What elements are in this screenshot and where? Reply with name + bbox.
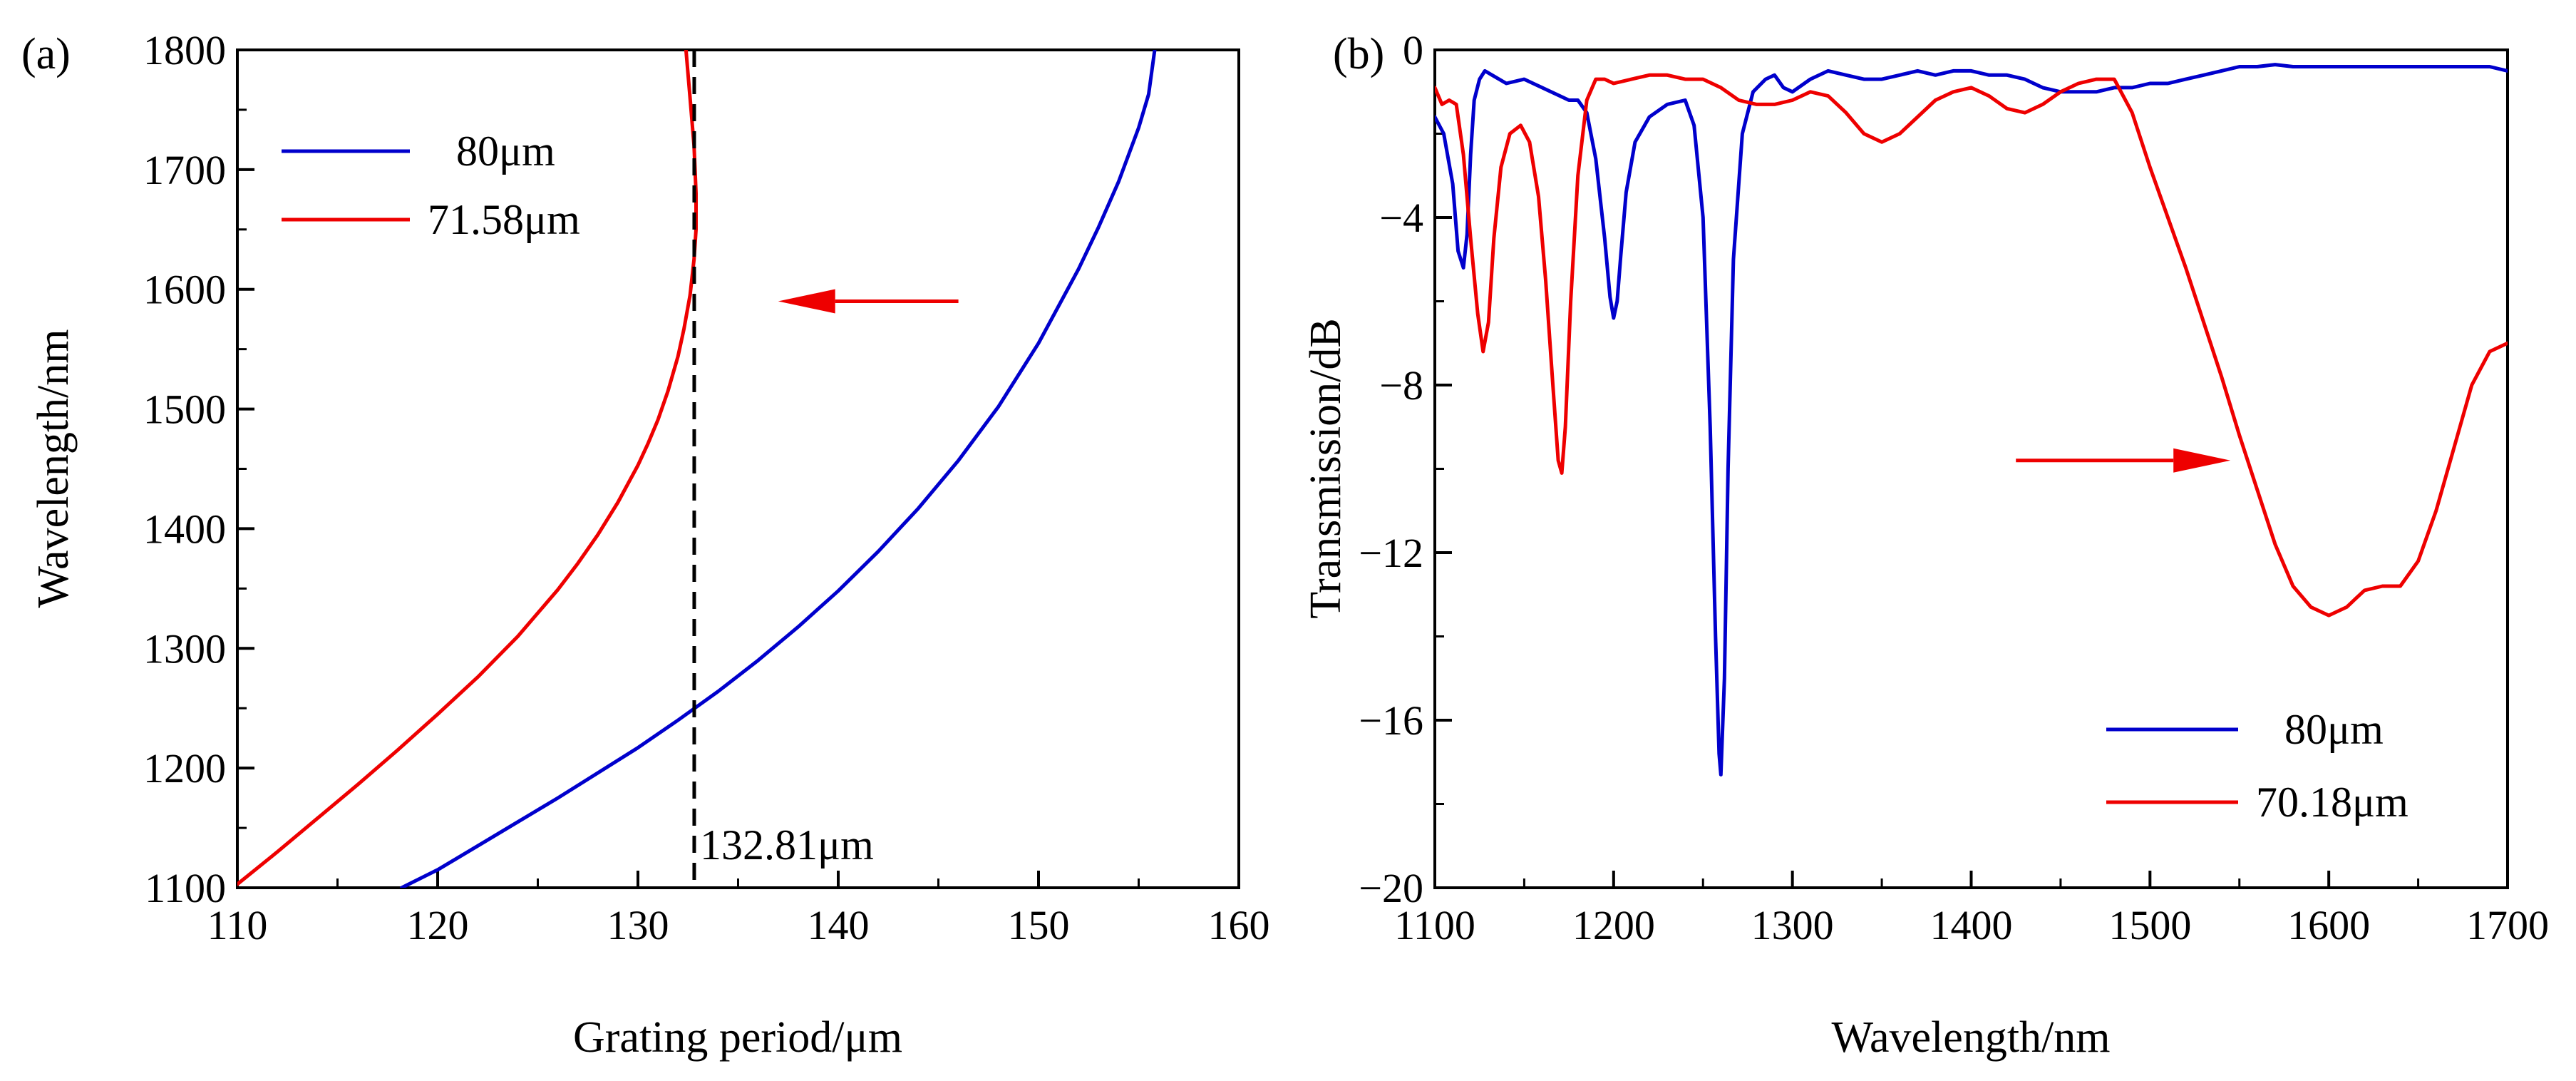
x-tick-label: 140 [808,902,870,948]
arrow-head [2173,448,2231,473]
y-tick-label: 1400 [143,506,226,552]
panel-a-x-axis-label: Grating period/μm [573,1013,902,1062]
y-tick-label: 1500 [143,386,226,433]
y-tick-label: −8 [1379,362,1423,409]
panel-a-tick-labels: 110 120 130 140 150 160 1100 1200 1300 1400 1500 16… [143,27,1270,948]
panel-a-ticks [236,48,1240,889]
y-tick-label: 1800 [143,27,226,73]
y-tick-label: −20 [1359,865,1423,911]
panel-b-legend-label-70-18um: 70.18μm [2256,779,2408,826]
panel-a-y-axis-label: Wavelength/nm [29,329,78,608]
series-line-2 [1435,73,2508,618]
panel-b-x-axis-label: Wavelength/nm [1831,1013,2110,1062]
y-tick-label: −12 [1359,530,1423,576]
panel-b-transmission-spectrum: (b) 1100 1200 1300 1400 1500 1600 1700 −20 −16 −1… [1302,27,2549,1062]
x-tick-label: 1100 [1394,902,1475,948]
panel-b-plot-frame [1433,48,2509,889]
y-tick-label: −4 [1379,195,1423,241]
x-tick-label: 130 [607,902,669,948]
panel-a-arrow [778,289,959,314]
y-tick-label: 1700 [143,147,226,193]
series-line-2 [237,50,698,886]
panel-b-legend-label-80um: 80μm [2284,706,2384,753]
y-tick-label: 1200 [143,745,226,791]
x-tick-label: 110 [207,902,268,948]
panel-a-series [237,50,1157,888]
panel-a-label: (a) [21,30,71,78]
series-line-1 [399,50,1157,888]
panel-b-legend: 80μm 70.18μm [2106,706,2408,826]
series-line-1 [1435,63,2508,777]
x-tick-label: 1700 [2466,902,2549,948]
panel-a-wavelength-vs-grating-period: (a) 110 120 130 140 150 160 1100 1200 1300 1400 15… [21,27,1270,1062]
y-tick-label: −16 [1359,697,1423,744]
y-tick-label: 1600 [143,267,226,313]
x-tick-label: 160 [1208,902,1270,948]
y-tick-label: 0 [1403,27,1423,73]
y-tick-label: 1300 [143,625,226,672]
x-tick-label: 1200 [1572,902,1655,948]
y-tick-label: 1100 [145,865,226,911]
panel-b-y-axis-label: Transmission/dB [1302,318,1350,619]
panel-b-label: (b) [1333,30,1384,78]
arrow-head [778,289,835,314]
x-tick-label: 120 [407,902,469,948]
panel-a-legend-label-80um: 80μm [456,128,555,175]
panel-b-series [1435,63,2508,777]
x-tick-label: 1300 [1751,902,1834,948]
panel-a-plot-frame [236,48,1240,889]
x-tick-label: 1600 [2287,902,2370,948]
x-tick-label: 1400 [1930,902,2013,948]
x-tick-label: 150 [1008,902,1070,948]
panel-a-legend-label-71-58um: 71.58μm [428,196,580,243]
x-tick-label: 1500 [2108,902,2191,948]
panel-b-tick-labels: 1100 1200 1300 1400 1500 1600 1700 −20 −16 −12 −8 −… [1359,27,2549,948]
panel-a-legend: 80μm 71.58μm [282,128,580,243]
panel-a-reference-line-label: 132.81μm [700,821,874,869]
panel-b-arrow [2016,448,2231,473]
panel-b-ticks [1433,48,2509,889]
